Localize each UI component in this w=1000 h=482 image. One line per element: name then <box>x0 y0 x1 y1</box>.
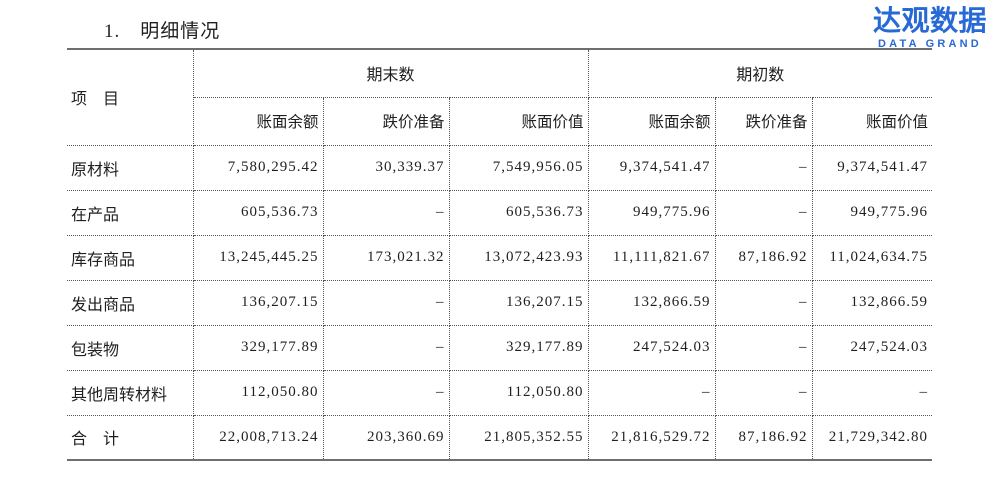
row-item-label: 其他周转材料 <box>67 369 194 416</box>
row-goods-shipped: 发出商品 136,207.15 – 136,207.15 132,866.59 … <box>67 279 933 326</box>
cell: 949,775.96 <box>587 189 716 236</box>
row-inventory-goods: 库存商品 13,245,445.25 173,021.32 13,072,423… <box>67 234 933 281</box>
cell: 21,816,529.72 <box>587 414 716 460</box>
cell: – <box>322 324 450 371</box>
subcol-begin-impairment: 跌价准备 <box>714 96 813 146</box>
inventory-detail-table: 项 目 期末数 期初数 账面余额 跌价准备 账面价值 账面余额 跌价准备 账面价… <box>67 48 933 461</box>
cell: 21,805,352.55 <box>448 414 589 460</box>
cell: 11,111,821.67 <box>587 234 716 281</box>
cell: – <box>714 144 813 191</box>
cell: 136,207.15 <box>192 279 324 326</box>
row-item-label: 在产品 <box>67 189 194 236</box>
header-row-groups: 项 目 期末数 期初数 <box>67 49 933 146</box>
page-title: 1. 明细情况 <box>104 21 221 42</box>
cell: – <box>714 369 813 416</box>
row-other-turnover-materials: 其他周转材料 112,050.80 – 112,050.80 – – – <box>67 369 933 416</box>
header-row-subcolumns: 账面余额 跌价准备 账面价值 账面余额 跌价准备 账面价值 <box>67 96 933 146</box>
subcol-end-book-balance: 账面余额 <box>193 96 324 146</box>
datagrand-logo: 达观数据 DATA GRAND <box>873 7 987 50</box>
cell: 329,177.89 <box>448 324 589 371</box>
cell: – <box>714 324 813 371</box>
cell: 605,536.73 <box>192 189 324 236</box>
cell: 7,549,956.05 <box>448 144 589 191</box>
cell: 173,021.32 <box>322 234 450 281</box>
inventory-table-container: 项 目 期末数 期初数 账面余额 跌价准备 账面价值 账面余额 跌价准备 账面价… <box>67 48 933 461</box>
subcol-begin-book-balance: 账面余额 <box>587 96 716 146</box>
logo-cn-text: 达观数据 <box>872 5 987 36</box>
cell: 22,008,713.24 <box>192 414 324 460</box>
row-item-label: 发出商品 <box>67 279 194 326</box>
cell: 112,050.80 <box>192 369 324 416</box>
cell: 87,186.92 <box>714 234 813 281</box>
cell: – <box>322 189 450 236</box>
cell: 11,024,634.75 <box>811 234 933 281</box>
row-total: 合 计 22,008,713.24 203,360.69 21,805,352.… <box>67 414 933 460</box>
cell: 203,360.69 <box>322 414 450 460</box>
cell: 30,339.37 <box>322 144 450 191</box>
cell: 247,524.03 <box>587 324 716 371</box>
cell: 87,186.92 <box>714 414 813 460</box>
cell: 132,866.59 <box>811 279 933 326</box>
col-group-period-end: 期末数 <box>192 49 589 98</box>
row-item-label: 原材料 <box>67 144 194 191</box>
cell: – <box>714 189 813 236</box>
logo-en-text: DATA GRAND <box>878 38 982 50</box>
subcol-begin-book-value: 账面价值 <box>811 96 933 146</box>
col-header-item: 项 目 <box>67 49 194 146</box>
row-item-label: 包装物 <box>67 324 194 371</box>
cell: 9,374,541.47 <box>811 144 933 191</box>
cell: 132,866.59 <box>587 279 716 326</box>
cell: – <box>714 279 813 326</box>
cell: – <box>322 279 450 326</box>
subcol-end-impairment: 跌价准备 <box>322 96 450 146</box>
subcol-end-book-value: 账面价值 <box>448 96 589 146</box>
cell: 13,072,423.93 <box>448 234 589 281</box>
row-work-in-progress: 在产品 605,536.73 – 605,536.73 949,775.96 –… <box>67 189 933 236</box>
cell: 136,207.15 <box>448 279 589 326</box>
row-item-label: 库存商品 <box>67 234 194 281</box>
cell: 9,374,541.47 <box>587 144 716 191</box>
cell: 21,729,342.80 <box>811 414 933 460</box>
cell: 13,245,445.25 <box>192 234 324 281</box>
cell: 949,775.96 <box>811 189 933 236</box>
cell: – <box>322 369 450 416</box>
cell: 247,524.03 <box>811 324 933 371</box>
col-group-period-begin: 期初数 <box>587 49 933 98</box>
cell: 329,177.89 <box>192 324 324 371</box>
cell: – <box>811 369 933 416</box>
cell: 7,580,295.42 <box>192 144 324 191</box>
row-raw-materials: 原材料 7,580,295.42 30,339.37 7,549,956.05 … <box>67 144 933 191</box>
cell: 605,536.73 <box>448 189 589 236</box>
cell: 112,050.80 <box>448 369 589 416</box>
row-packaging: 包装物 329,177.89 – 329,177.89 247,524.03 –… <box>67 324 933 371</box>
row-item-label: 合 计 <box>67 414 194 460</box>
cell: – <box>587 369 716 416</box>
